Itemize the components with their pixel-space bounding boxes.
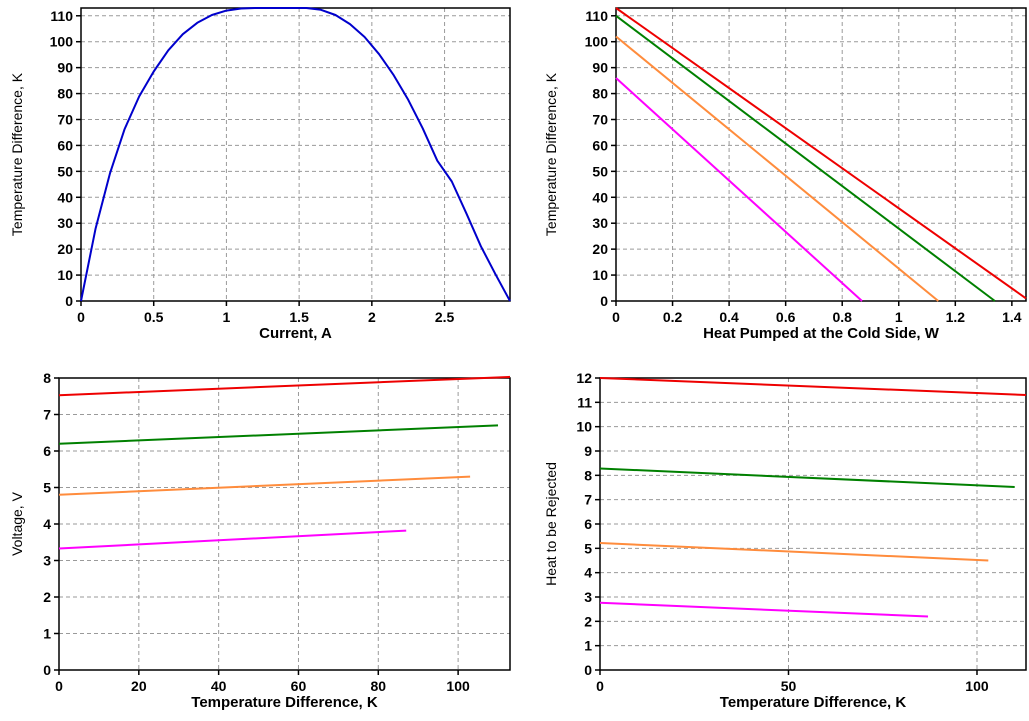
chart-3-y-axis-label: Voltage, V <box>9 491 25 555</box>
chart-2-ytick-label: 20 <box>592 241 608 257</box>
chart-1-xtick-label: 1 <box>223 309 231 325</box>
chart-2-xtick-label: 0.8 <box>832 309 852 325</box>
chart-2-ytick-label: 50 <box>592 163 608 179</box>
chart-2-ytick-label: 90 <box>592 60 608 76</box>
chart-4-ytick-label: 11 <box>577 394 592 410</box>
chart-3-ytick-label: 8 <box>43 370 51 386</box>
chart-2-xtick-label: 1 <box>895 309 903 325</box>
chart-2-frame <box>615 7 1027 302</box>
chart-3-ytick-label: 2 <box>43 589 51 605</box>
chart-1-xtick-label: 0.5 <box>144 309 164 325</box>
chart-2-ytick-label: 0 <box>600 293 608 309</box>
chart-4-xtick-label: 100 <box>965 678 989 694</box>
chart-1-xtick-label: 2.5 <box>435 309 455 325</box>
chart-1-ytick-label: 60 <box>57 137 73 153</box>
chart-1-ytick-label: 100 <box>50 34 74 50</box>
chart-4-series-3-line <box>599 542 989 562</box>
chart-1-ytick-label: 0 <box>65 293 73 309</box>
chart-1-series-1-line <box>80 7 511 302</box>
chart-2-xtick-label: 0.2 <box>663 309 683 325</box>
chart-4-ytick-label: 0 <box>584 662 592 678</box>
chart-1-ytick-label: 20 <box>57 241 73 257</box>
chart-3-xtick-label: 100 <box>446 678 470 694</box>
chart-3-ytick-label: 3 <box>43 553 51 569</box>
chart-3-xtick-label: 80 <box>371 678 387 694</box>
chart-1-y-axis-label: Temperature Difference, K <box>9 72 25 236</box>
chart-4-ytick-label: 5 <box>584 540 592 556</box>
chart-3-series-1-line <box>58 375 511 397</box>
chart-4-ytick-label: 12 <box>576 370 592 386</box>
chart-3: 0 20 40 60 80 100 0 1 2 3 4 5 6 7 8 Temperature Differe… <box>9 370 511 711</box>
chart-2-xtick-label: 1.2 <box>946 309 966 325</box>
chart-1-ytick-label: 10 <box>57 267 73 283</box>
chart-1-xtick-label: 1.5 <box>289 309 309 325</box>
chart-1-ytick-label: 70 <box>57 111 73 127</box>
chart-2-xtick-label: 0.4 <box>719 309 739 325</box>
chart-2-ytick-label: 30 <box>592 215 608 231</box>
chart-4-ytick-label: 1 <box>584 638 592 654</box>
chart-3-ytick-label: 4 <box>43 516 51 532</box>
chart-2-ytick-label: 10 <box>592 267 608 283</box>
chart-3-ytick-label: 0 <box>43 662 51 678</box>
chart-3-xtick-label: 20 <box>131 678 147 694</box>
chart-2-xtick-label: 0.6 <box>776 309 796 325</box>
chart-4-series-4-line <box>599 601 929 618</box>
chart-4-ytick-label: 4 <box>584 565 592 581</box>
chart-2-xtick-label: 0 <box>612 309 620 325</box>
chart-3-series-3-line <box>58 475 471 496</box>
chart-3-ytick-label: 5 <box>43 480 51 496</box>
chart-2-x-axis-label: Heat Pumped at the Cold Side, W <box>703 325 940 342</box>
chart-2-ytick-label: 100 <box>585 34 609 50</box>
chart-2-series-2-line <box>615 15 996 302</box>
chart-2-ytick-label: 60 <box>592 137 608 153</box>
chart-1-xtick-label: 0 <box>77 309 85 325</box>
chart-2-ytick-label: 40 <box>592 189 608 205</box>
chart-4-series-2-line <box>599 467 1015 488</box>
chart-1-ytick-label: 110 <box>50 8 73 24</box>
chart-4-ytick-label: 9 <box>584 443 592 459</box>
chart-3-series-2-line <box>58 424 499 445</box>
chart-2-y-axis-label: Temperature Difference, K <box>543 72 559 236</box>
chart-4-xtick-label: 0 <box>596 678 604 694</box>
chart-4-x-axis-label: Temperature Difference, K <box>720 694 907 711</box>
chart-2-xtick-label: 1.4 <box>1002 309 1022 325</box>
chart-1: 0 0.5 1 1.5 2 2.5 0 10 20 30 40 50 60 70 80 90 100 110 Cur… <box>9 7 511 342</box>
chart-1-x-axis-label: Current, A <box>259 325 332 342</box>
chart-4-ytick-label: 8 <box>584 467 592 483</box>
chart-1-frame <box>80 7 511 302</box>
chart-2-series-1-line <box>615 7 1027 300</box>
chart-3-ytick-label: 1 <box>43 626 51 642</box>
chart-3-x-axis-label: Temperature Difference, K <box>191 694 378 711</box>
chart-3-series-4-line <box>58 529 407 550</box>
chart-3-xtick-label: 40 <box>211 678 227 694</box>
chart-2-ytick-label: 70 <box>592 111 608 127</box>
chart-4-series-1-line <box>599 377 1027 396</box>
chart-1-xtick-label: 2 <box>368 309 376 325</box>
chart-2-series-3-line <box>615 35 939 302</box>
chart-4-ytick-label: 6 <box>584 516 592 532</box>
chart-1-ytick-label: 90 <box>57 60 73 76</box>
chart-1-ytick-label: 40 <box>57 189 73 205</box>
chart-4-ytick-label: 7 <box>584 492 592 508</box>
chart-1-ytick-label: 80 <box>57 86 73 102</box>
chart-2-ytick-label: 110 <box>585 8 608 24</box>
chart-3-xtick-label: 60 <box>291 678 307 694</box>
chart-1-ytick-label: 50 <box>57 163 73 179</box>
chart-2-ytick-label: 80 <box>592 86 608 102</box>
chart-3-ytick-label: 6 <box>43 443 51 459</box>
chart-4-ytick-label: 10 <box>576 419 592 435</box>
chart-3-xtick-label: 0 <box>55 678 63 694</box>
chart-3-ytick-label: 7 <box>43 407 51 423</box>
chart-4-xtick-label: 50 <box>781 678 797 694</box>
chart-1-ytick-label: 30 <box>57 215 73 231</box>
chart-2-series-4-line <box>615 77 863 302</box>
chart-4-ytick-label: 3 <box>584 589 592 605</box>
chart-4-y-axis-label: Heat to be Rejected <box>543 462 559 586</box>
chart-2: 0 0.2 0.4 0.6 0.8 1 1.2 1.4 0 10 20 30 40 50 60 70 80 90 1… <box>543 7 1027 342</box>
chart-4-ytick-label: 2 <box>584 613 592 629</box>
